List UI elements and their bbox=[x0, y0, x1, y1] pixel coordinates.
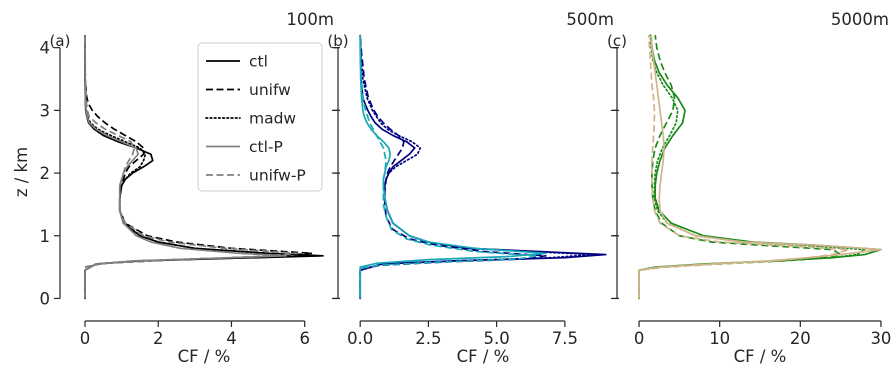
x-tick-label: 2 bbox=[153, 329, 164, 348]
x-axis-label: CF / % bbox=[457, 347, 510, 365]
series-line-madw bbox=[638, 34, 866, 300]
panel-title: 500m bbox=[566, 10, 614, 29]
x-axis-label: CF / % bbox=[734, 347, 787, 365]
x-tick-label: 0 bbox=[80, 329, 91, 348]
panel-label: (a) bbox=[50, 32, 71, 50]
legend: ctl unifw madw ctl-P unifw-P bbox=[197, 42, 323, 192]
panel-2: 0.0 2.5 5.0 7.5 CF / % (b) 500m bbox=[327, 10, 614, 366]
legend-box bbox=[197, 42, 323, 192]
panel-label: (c) bbox=[607, 32, 627, 50]
x-tick-label: 7.5 bbox=[552, 329, 578, 348]
y-tick-label: 3 bbox=[40, 101, 51, 120]
panel-label: (b) bbox=[327, 32, 348, 50]
x-tick-label: 10 bbox=[709, 329, 730, 348]
series-line-ctl-P bbox=[638, 35, 882, 299]
legend-label: unifw bbox=[249, 81, 291, 99]
series-line-unifw bbox=[359, 35, 547, 299]
x-tick-label: 20 bbox=[790, 329, 811, 348]
y-tick-label: 4 bbox=[40, 39, 51, 58]
panel-3: 0 10 20 30 CF / % (c) 5000m bbox=[607, 10, 891, 366]
x-tick-label: 0.0 bbox=[347, 329, 373, 348]
x-tick-label: 4 bbox=[226, 329, 237, 348]
legend-label: madw bbox=[249, 110, 296, 128]
x-tick-label: 30 bbox=[870, 329, 891, 348]
panel-title: 100m bbox=[286, 10, 334, 29]
series-line-unifw-P bbox=[359, 35, 539, 299]
panel-title: 5000m bbox=[831, 10, 889, 29]
series-line-madw bbox=[359, 34, 594, 300]
x-tick-label: 6 bbox=[299, 329, 310, 348]
x-tick-label: 2.5 bbox=[415, 329, 441, 348]
legend-label: unifw-P bbox=[249, 167, 306, 185]
series-line-unifw bbox=[638, 35, 842, 299]
series-line-unifw-P bbox=[638, 35, 850, 299]
series-line-ctl bbox=[359, 35, 607, 299]
x-tick-label: 0 bbox=[634, 329, 645, 348]
y-tick-label: 1 bbox=[40, 227, 51, 246]
series-line-ctl bbox=[638, 35, 882, 299]
panel-1: 0 1 2 3 4 0 2 4 6 CF / % z / km (a) 100m ctl unifw madw… bbox=[12, 10, 334, 366]
y-axis-label: z / km bbox=[12, 147, 31, 197]
series-line-unifw-P bbox=[84, 35, 299, 299]
x-axis-label: CF / % bbox=[178, 347, 231, 365]
y-tick-label: 0 bbox=[40, 289, 51, 308]
legend-label: ctl bbox=[249, 53, 268, 71]
x-tick-label: 5.0 bbox=[484, 329, 510, 348]
legend-label: ctl-P bbox=[249, 138, 283, 156]
y-tick-label: 2 bbox=[40, 164, 51, 183]
